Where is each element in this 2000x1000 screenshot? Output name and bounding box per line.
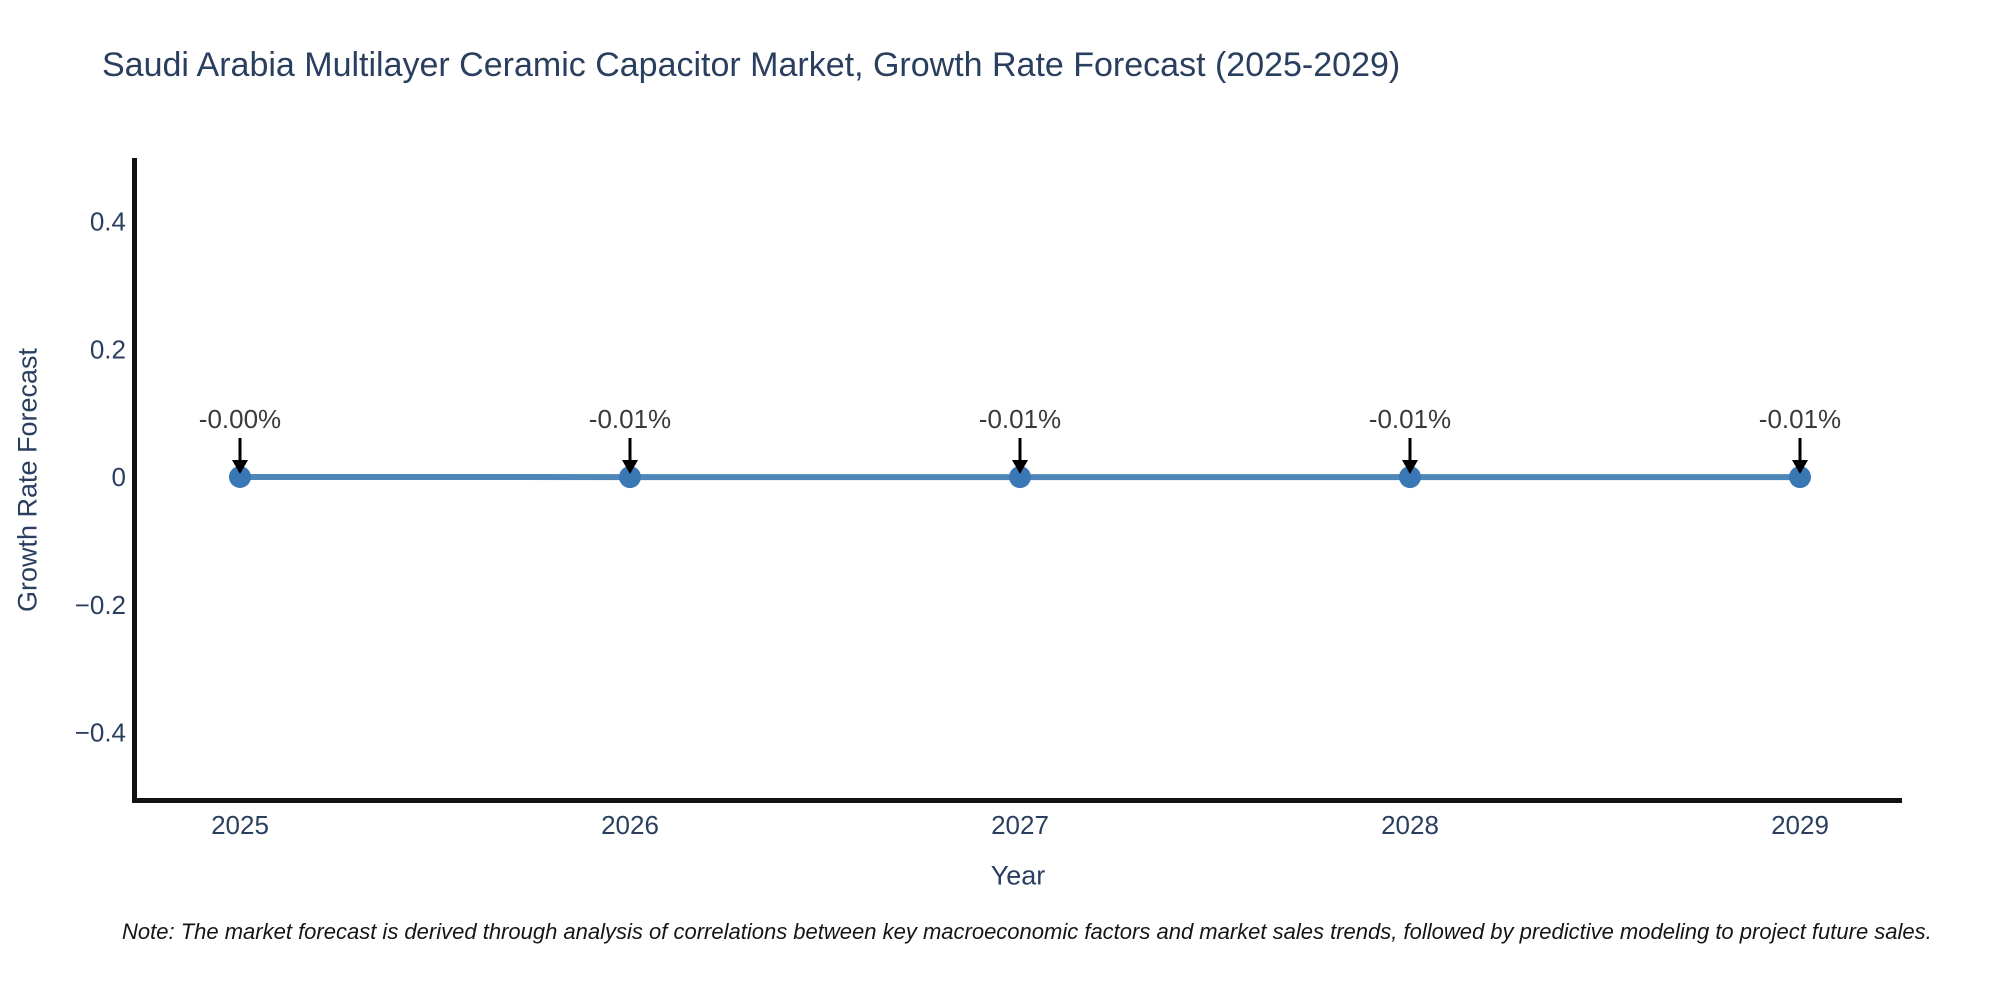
chart-title: Saudi Arabia Multilayer Ceramic Capacito… xyxy=(102,46,1401,84)
footnote-text: Note: The market forecast is derived thr… xyxy=(122,919,1932,944)
y-axis-spine xyxy=(132,158,137,803)
annotation-arrow-head xyxy=(1402,460,1418,474)
line-series xyxy=(229,466,1811,489)
y-tick-label: −0.4 xyxy=(75,718,126,748)
y-tick-label: 0.4 xyxy=(90,207,126,237)
y-axis-tick-labels: 0.4 0.2 0 −0.2 −0.4 xyxy=(75,207,126,748)
x-tick-label: 2026 xyxy=(601,810,659,840)
data-point-marker xyxy=(1789,466,1811,489)
y-tick-label: 0 xyxy=(112,462,126,492)
data-point-marker xyxy=(1009,466,1031,489)
data-point-marker xyxy=(1399,466,1421,489)
x-tick-label: 2028 xyxy=(1381,810,1439,840)
x-axis-tick-labels: 2025 2026 2027 2028 2029 xyxy=(211,810,1829,840)
point-value-label: -0.01% xyxy=(979,404,1061,434)
x-tick-label: 2027 xyxy=(991,810,1049,840)
data-point-marker xyxy=(619,466,641,489)
annotation-arrow-head xyxy=(1012,460,1028,474)
x-axis-spine xyxy=(132,798,1902,803)
point-value-label: -0.00% xyxy=(199,404,281,434)
data-point-marker xyxy=(229,466,251,488)
annotation-arrow-head xyxy=(232,460,248,474)
point-value-label: -0.01% xyxy=(1759,404,1841,434)
point-value-label: -0.01% xyxy=(1369,404,1451,434)
y-tick-label: −0.2 xyxy=(75,590,126,620)
x-tick-label: 2029 xyxy=(1771,810,1829,840)
y-tick-label: 0.2 xyxy=(90,334,126,364)
x-tick-label: 2025 xyxy=(211,810,269,840)
annotation-arrow-head xyxy=(622,460,638,474)
axis-spines xyxy=(132,158,1902,803)
point-annotations: -0.00% -0.01% -0.01% -0.01% -0.01% xyxy=(199,404,1841,474)
x-axis-title: Year xyxy=(990,860,1046,891)
point-value-label: -0.01% xyxy=(589,404,671,434)
annotation-arrow-head xyxy=(1792,460,1808,474)
